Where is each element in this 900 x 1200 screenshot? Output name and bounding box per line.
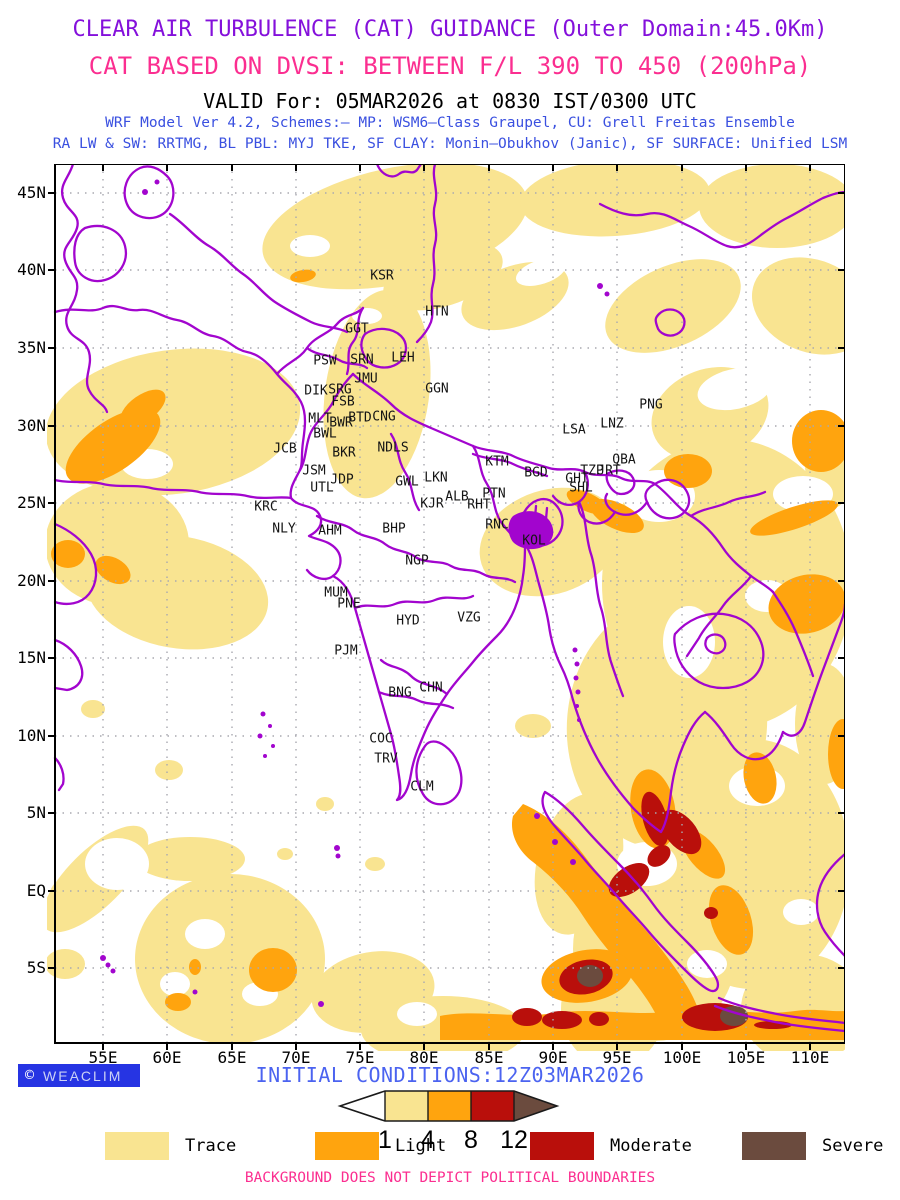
lon-label-70e: 70E	[281, 1048, 311, 1067]
lon-label-90e: 90E	[538, 1048, 568, 1067]
lon-label-55e: 55E	[88, 1048, 118, 1067]
lon-label-105e: 105E	[726, 1048, 766, 1067]
legend-label-light: Light	[395, 1136, 447, 1156]
lon-label-65e: 65E	[217, 1048, 247, 1067]
lat-label-5n: 5N	[26, 803, 46, 822]
lon-label-100e: 100E	[662, 1048, 702, 1067]
colorbar-tick-8: 8	[464, 1126, 478, 1154]
legend-swatch-trace	[105, 1132, 169, 1160]
legend-swatch-moderate	[530, 1132, 594, 1160]
lon-label-60e: 60E	[152, 1048, 182, 1067]
colorbar-tick-1: 1	[378, 1126, 392, 1154]
lon-label-75e: 75E	[345, 1048, 375, 1067]
colorbar-left-arrow	[340, 1091, 385, 1121]
page-subtitle: CAT BASED ON DVSI: BETWEEN F/L 390 TO 45…	[88, 52, 812, 80]
lat-label-20n: 20N	[17, 571, 46, 590]
legend-label-trace: Trace	[185, 1136, 237, 1156]
lon-label-95e: 95E	[602, 1048, 632, 1067]
lat-label-10n: 10N	[17, 726, 46, 745]
colorbar-segment-light	[428, 1091, 471, 1121]
legend-swatch-light	[315, 1132, 379, 1160]
valid-time-line: VALID For: 05MAR2026 at 0830 IST/0300 UT…	[203, 89, 697, 113]
legend-item-moderate: Moderate	[530, 1132, 692, 1160]
lat-label-30n: 30N	[17, 416, 46, 435]
colorbar-tick-4: 4	[421, 1126, 435, 1154]
copyright-icon: ©	[25, 1066, 35, 1084]
lat-label-40n: 40N	[17, 260, 46, 279]
model-config-line-1: WRF Model Ver 4.2, Schemes:– MP: WSM6–Cl…	[105, 115, 795, 131]
lat-label-eq: EQ	[26, 881, 46, 900]
colorbar-segment-trace	[385, 1091, 428, 1121]
legend-label-severe: Severe	[822, 1136, 884, 1156]
legend-item-light: Light	[315, 1132, 446, 1160]
map-frame	[54, 164, 845, 1044]
axis-ticks	[48, 164, 845, 1050]
colorbar-right-arrow-severe	[514, 1091, 557, 1121]
turbulence-fill-layer	[47, 164, 845, 1051]
model-config-line-2: RA LW & SW: RRTMG, BL PBL: MYJ TKE, SF C…	[52, 136, 848, 152]
lon-label-85e: 85E	[474, 1048, 504, 1067]
lon-label-80e: 80E	[409, 1048, 439, 1067]
weaclim-logo-text: WEACLIM	[43, 1067, 123, 1084]
lat-label-25n: 25N	[17, 493, 46, 512]
political-boundaries-layer	[53, 164, 845, 1033]
lat-label-35n: 35N	[17, 338, 46, 357]
disclaimer-line: BACKGROUND DOES NOT DEPICT POLITICAL BOU…	[244, 1170, 656, 1186]
cat-map-canvas	[47, 164, 845, 1051]
legend-item-severe: Severe	[742, 1132, 883, 1160]
initial-conditions-line: INITIAL CONDITIONS:12Z03MAR2026	[255, 1063, 645, 1087]
lon-label-110e: 110E	[790, 1048, 830, 1067]
lat-label-5s: 5S	[26, 958, 46, 977]
legend-item-trace: Trace	[105, 1132, 236, 1160]
colorbar-tick-12: 12	[500, 1126, 528, 1154]
colorbar-segment-moderate	[471, 1091, 514, 1121]
lat-label-45n: 45N	[17, 183, 46, 202]
legend-label-moderate: Moderate	[610, 1136, 692, 1156]
colorbar: 1 4 8 12	[337, 1090, 560, 1154]
lat-label-15n: 15N	[17, 648, 46, 667]
legend-swatch-severe	[742, 1132, 806, 1160]
page-title: CLEAR AIR TURBULENCE (CAT) GUIDANCE (Out…	[72, 17, 828, 42]
weaclim-logo: © WEACLIM	[18, 1064, 140, 1087]
